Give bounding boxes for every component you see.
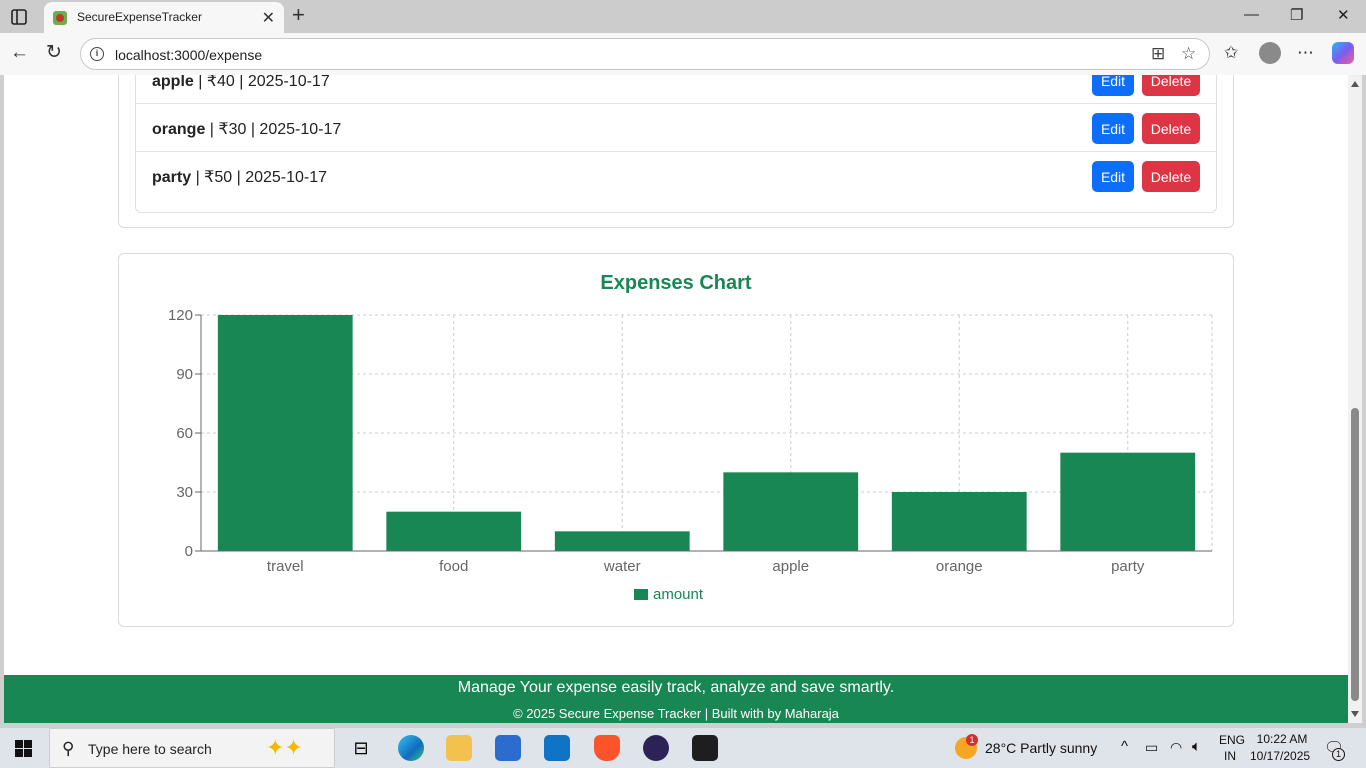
store-icon[interactable] xyxy=(495,735,521,761)
edit-button[interactable]: Edit xyxy=(1092,161,1134,192)
tab-title: SecureExpenseTracker xyxy=(77,10,202,24)
copilot-icon[interactable] xyxy=(1332,42,1354,64)
language-secondary[interactable]: IN xyxy=(1224,749,1236,763)
expense-name: apple xyxy=(152,75,194,90)
site-info-icon[interactable]: i xyxy=(90,47,104,61)
legend-swatch xyxy=(634,589,648,600)
weather-text[interactable]: 28°C Partly sunny xyxy=(985,740,1098,756)
delete-button[interactable]: Delete xyxy=(1142,161,1200,192)
x-tick-label: food xyxy=(439,558,468,575)
expense-row: party | ₹50 | 2025-10-17 Edit Delete xyxy=(136,152,1216,200)
page-scrollbar[interactable] xyxy=(1348,75,1362,723)
page-footer: Manage Your expense easily track, analyz… xyxy=(4,675,1348,723)
address-bar[interactable]: i localhost:3000/expense ⊞ ☆ xyxy=(80,38,1210,70)
x-tick-label: water xyxy=(603,558,641,575)
bar-water xyxy=(554,531,690,551)
taskbar-search-placeholder[interactable]: Type here to search xyxy=(88,741,212,757)
windows-start-icon[interactable] xyxy=(15,740,32,757)
edit-button[interactable]: Edit xyxy=(1092,113,1134,144)
new-tab-icon[interactable]: + xyxy=(292,2,305,27)
windows-taskbar: ⚲ Type here to search ✦✦ ⊟ 1 28°C Partly… xyxy=(0,728,1366,768)
tab-favicon-icon xyxy=(53,11,67,25)
footer-tagline: Manage Your expense easily track, analyz… xyxy=(457,679,895,696)
delete-button[interactable]: Delete xyxy=(1142,75,1200,96)
copilot-sparkle-icon: ✦✦ xyxy=(266,735,303,760)
weather-badge: 1 xyxy=(966,734,978,746)
browser-tab[interactable]: SecureExpenseTracker ✕ xyxy=(44,2,284,33)
footer-copyright: © 2025 Secure Expense Tracker | Built wi… xyxy=(513,706,839,721)
expense-row-text: apple | ₹40 | 2025-10-17 xyxy=(152,75,330,91)
browser-toolbar: ← ↻ i localhost:3000/expense ⊞ ☆ ✩ ⋯ xyxy=(0,33,1366,75)
profile-avatar[interactable] xyxy=(1259,42,1281,64)
edit-button[interactable]: Edit xyxy=(1092,75,1134,96)
restore-icon[interactable]: ❐ xyxy=(1290,7,1304,24)
delete-button[interactable]: Delete xyxy=(1142,113,1200,144)
y-tick-label: 0 xyxy=(185,543,193,560)
task-view-icon[interactable]: ⊟ xyxy=(353,738,369,758)
app-install-icon[interactable]: ⊞ xyxy=(1151,44,1166,63)
expense-row: apple | ₹40 | 2025-10-17 Edit Delete xyxy=(136,75,1216,104)
expense-list: apple | ₹40 | 2025-10-17 Edit Delete ora… xyxy=(135,75,1217,213)
chart-title: Expenses Chart xyxy=(600,272,752,294)
expense-row-text: orange | ₹30 | 2025-10-17 xyxy=(152,119,341,139)
close-window-icon[interactable]: ✕ xyxy=(1337,7,1350,24)
x-tick-label: travel xyxy=(267,558,304,575)
outlook-icon[interactable] xyxy=(544,735,570,761)
bar-orange xyxy=(891,492,1027,551)
eclipse-icon[interactable] xyxy=(643,735,669,761)
edge-icon[interactable] xyxy=(398,735,424,761)
scroll-down-icon[interactable] xyxy=(1351,711,1359,717)
scrollbar-thumb[interactable] xyxy=(1351,408,1359,701)
expense-name: party xyxy=(152,169,192,186)
favorites-icon[interactable]: ✩ xyxy=(1224,43,1239,62)
bar-apple xyxy=(723,472,859,551)
favorite-star-icon[interactable]: ☆ xyxy=(1181,44,1197,63)
y-tick-label: 60 xyxy=(176,425,193,442)
url-text[interactable]: localhost:3000/expense xyxy=(115,47,263,63)
minimize-icon[interactable]: — xyxy=(1244,6,1259,23)
more-menu-icon[interactable]: ⋯ xyxy=(1297,43,1314,62)
reload-icon[interactable]: ↻ xyxy=(46,42,62,63)
expense-details: | ₹50 | 2025-10-17 xyxy=(191,169,328,186)
expense-details: | ₹40 | 2025-10-17 xyxy=(193,75,330,90)
bar-food xyxy=(386,511,522,551)
terminal-icon[interactable] xyxy=(692,735,718,761)
expense-details: | ₹30 | 2025-10-17 xyxy=(205,121,342,138)
clock-time[interactable]: 10:22 AM xyxy=(1256,732,1308,746)
x-tick-label: party xyxy=(1111,558,1145,575)
clock-date[interactable]: 10/17/2025 xyxy=(1250,749,1311,763)
file-explorer-icon[interactable] xyxy=(446,735,472,761)
sidebar-toggle-icon[interactable] xyxy=(8,6,30,28)
browser-tabbar: SecureExpenseTracker ✕ + — ❐ ✕ xyxy=(0,0,1366,33)
expense-row: orange | ₹30 | 2025-10-17 Edit Delete xyxy=(136,104,1216,152)
taskbar-search[interactable]: ⚲ Type here to search ✦✦ xyxy=(49,728,335,768)
scroll-up-icon[interactable] xyxy=(1351,81,1359,87)
battery-icon[interactable]: ▭ xyxy=(1145,739,1159,755)
y-tick-label: 90 xyxy=(176,366,193,383)
expense-list-card: apple | ₹40 | 2025-10-17 Edit Delete ora… xyxy=(118,75,1234,228)
volume-icon[interactable]: 🔈︎ xyxy=(1192,738,1202,755)
expenses-bar-chart: 0 30 60 90 120 travel food water apple orange part… xyxy=(168,307,1213,603)
x-tick-label: apple xyxy=(772,558,809,575)
wifi-icon[interactable]: ◠ xyxy=(1170,739,1183,755)
search-icon: ⚲ xyxy=(62,739,75,758)
legend-label: amount xyxy=(653,586,704,603)
bar-party xyxy=(1060,452,1196,551)
bar-travel xyxy=(217,315,353,551)
tray-chevron-icon[interactable]: ^ xyxy=(1121,738,1129,755)
notification-count: 1 xyxy=(1332,748,1345,761)
y-tick-label: 30 xyxy=(176,484,193,501)
expense-name: orange xyxy=(152,121,206,138)
page-viewport: apple | ₹40 | 2025-10-17 Edit Delete ora… xyxy=(4,75,1348,723)
x-tick-label: orange xyxy=(936,558,983,575)
expenses-chart-card: Expenses Chart 0 30 60 90 120 travel food water… xyxy=(118,253,1234,627)
brave-icon[interactable] xyxy=(594,735,620,761)
y-tick-label: 120 xyxy=(168,307,193,324)
back-icon[interactable]: ← xyxy=(10,42,29,63)
tab-close-icon[interactable]: ✕ xyxy=(261,10,275,27)
expense-row-text: party | ₹50 | 2025-10-17 xyxy=(152,167,327,187)
language-primary[interactable]: ENG xyxy=(1219,733,1246,747)
